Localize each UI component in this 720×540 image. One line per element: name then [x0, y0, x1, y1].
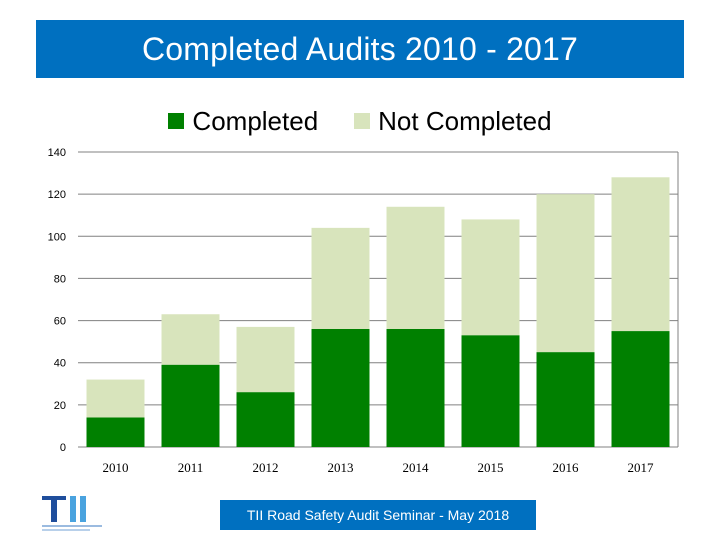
x-tick-label: 2012 — [253, 460, 279, 475]
chart-title: Completed Audits 2010 - 2017 — [141, 30, 579, 67]
x-tick-label: 2010 — [103, 460, 129, 475]
legend-item-not-completed: Not Completed — [354, 105, 552, 137]
bar-completed — [161, 364, 220, 447]
y-tick-label: 140 — [48, 147, 66, 159]
y-tick-label: 20 — [54, 400, 66, 412]
y-tick-label: 80 — [54, 273, 66, 285]
bar-completed — [311, 329, 370, 447]
x-tick-label: 2016 — [553, 460, 580, 475]
bar-not-completed — [461, 219, 520, 336]
title-bar: Completed Audits 2010 - 2017 — [36, 20, 684, 78]
x-tick-label: 2017 — [628, 460, 655, 475]
chart-legend: Completed Not Completed — [0, 104, 720, 138]
legend-label-not-completed: Not Completed — [378, 105, 552, 136]
y-tick-label: 60 — [54, 316, 66, 328]
bar-not-completed — [311, 227, 370, 329]
footer-banner: TII Road Safety Audit Seminar - May 2018 — [220, 500, 536, 530]
legend-item-completed: Completed — [168, 106, 318, 137]
y-tick-label: 40 — [54, 358, 66, 370]
bar-completed — [86, 417, 145, 447]
bar-not-completed — [86, 379, 145, 418]
bar-completed — [611, 331, 670, 447]
bar-not-completed — [536, 194, 595, 353]
x-tick-label: 2013 — [328, 460, 354, 475]
bar-completed — [536, 352, 595, 447]
bar-not-completed — [611, 177, 670, 332]
bar-not-completed — [236, 326, 295, 393]
bar-completed — [386, 329, 445, 447]
legend-label-completed: Completed — [192, 105, 319, 136]
x-tick-label: 2011 — [178, 460, 204, 475]
y-tick-label: 0 — [60, 442, 66, 454]
bar-completed — [461, 335, 520, 447]
footer-text: TII Road Safety Audit Seminar - May 2018 — [246, 507, 510, 523]
bar-not-completed — [386, 206, 445, 329]
bar-completed — [236, 392, 295, 447]
y-tick-label: 120 — [48, 189, 66, 201]
x-tick-label: 2014 — [403, 460, 430, 475]
chart-plot: 0 20 40 60 80 100 120 140 2010 2011 2012 2013 2014 20… — [48, 147, 679, 475]
legend-swatch-not-completed — [354, 113, 371, 129]
x-tick-label: 2015 — [478, 460, 504, 475]
y-tick-label: 100 — [48, 231, 66, 243]
tii-logo-icon — [40, 492, 120, 534]
legend-swatch-completed — [168, 113, 185, 129]
bar-not-completed — [161, 314, 220, 365]
